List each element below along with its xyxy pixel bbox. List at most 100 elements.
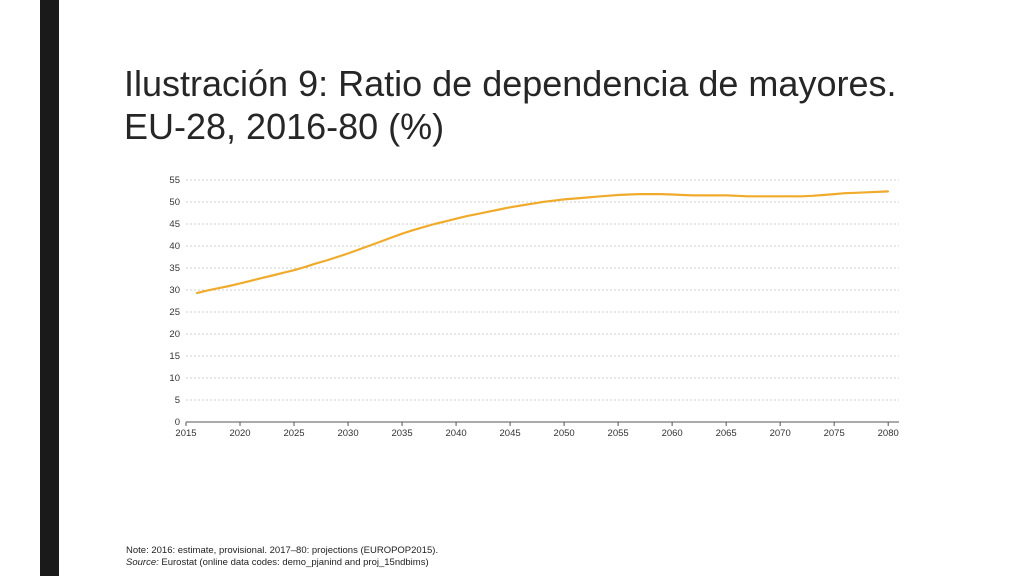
y-tick-label: 55 (169, 175, 180, 186)
data-point (692, 194, 695, 197)
y-tick-label: 30 (169, 285, 180, 296)
data-point (228, 285, 231, 287)
y-tick-label: 20 (169, 329, 180, 340)
data-point (347, 252, 349, 255)
data-point (746, 195, 749, 198)
data-point (455, 217, 457, 220)
x-tick-label: 2035 (391, 428, 412, 439)
data-point (736, 194, 738, 197)
data-point (800, 195, 803, 198)
data-point (757, 195, 760, 198)
y-tick-label: 45 (169, 219, 180, 230)
data-point (638, 193, 641, 195)
data-point (617, 194, 620, 196)
data-point (519, 204, 522, 207)
data-point (293, 269, 295, 272)
data-point (714, 194, 717, 197)
y-tick-label: 5 (175, 395, 180, 406)
data-point (195, 292, 198, 294)
data-point (595, 195, 598, 198)
y-tick-label: 15 (169, 351, 180, 362)
data-point (368, 244, 371, 247)
data-point (876, 190, 879, 193)
data-point (249, 279, 252, 282)
note-text: Note: 2016: estimate, provisional. 2017–… (126, 545, 439, 556)
data-point (379, 240, 382, 243)
x-tick-label: 2015 (175, 428, 196, 439)
slide-title: Ilustración 9: Ratio de dependencia de m… (124, 62, 1004, 148)
data-point (584, 196, 587, 199)
x-axis-ticks: 2015 2020 2025 2030 2035 2040 2045 2050 2055 2060… (175, 421, 899, 439)
y-tick-label: 40 (169, 241, 180, 252)
chart-notes: Note: 2016: estimate, provisional. 2017–… (126, 545, 438, 569)
data-point (552, 199, 555, 202)
data-point (509, 206, 511, 209)
data-point (282, 271, 285, 274)
data-point (606, 194, 609, 197)
x-tick-label: 2055 (608, 428, 629, 439)
grid-lines (186, 179, 899, 401)
data-point (822, 194, 825, 196)
data-point (498, 208, 501, 211)
data-point (390, 236, 393, 239)
x-tick-label: 2045 (500, 428, 521, 439)
data-point (217, 287, 220, 290)
data-point (790, 195, 792, 198)
data-point (541, 201, 544, 203)
x-tick-label: 2025 (283, 428, 304, 439)
x-tick-label: 2070 (770, 428, 791, 439)
data-point (314, 262, 317, 265)
data-point (357, 248, 360, 251)
data-point (854, 191, 857, 194)
data-point (628, 193, 630, 196)
data-point (574, 197, 576, 200)
x-tick-label: 2075 (824, 428, 845, 439)
data-point (671, 193, 674, 196)
source-label: Source: (126, 557, 159, 568)
data-point (260, 277, 263, 280)
data-point (530, 202, 533, 205)
series-layer (195, 190, 890, 295)
data-point (303, 266, 306, 269)
data-point (844, 192, 846, 195)
source-line: Source: Eurostat (online data codes: dem… (126, 557, 438, 569)
data-point (811, 194, 814, 197)
data-point (444, 220, 447, 223)
data-point (865, 191, 868, 194)
x-tick-label: 2040 (446, 428, 467, 439)
data-point (206, 289, 209, 292)
data-point (271, 274, 274, 277)
data-point (563, 198, 566, 201)
data-point (768, 195, 771, 198)
data-point (401, 232, 403, 235)
y-tick-label: 50 (169, 197, 180, 208)
data-point (887, 190, 890, 193)
x-tick-label: 2080 (878, 428, 899, 439)
data-point (660, 193, 663, 195)
data-point (833, 193, 836, 195)
y-tick-label: 35 (169, 263, 180, 274)
data-point (325, 259, 328, 262)
data-point (682, 194, 684, 196)
source-text: Eurostat (online data codes: demo_pjanin… (158, 557, 429, 568)
y-tick-label: 0 (175, 417, 180, 428)
data-point (336, 256, 339, 258)
x-tick-label: 2065 (716, 428, 737, 439)
data-point (411, 229, 414, 232)
data-point (649, 193, 652, 195)
slide-accent-bar (40, 0, 59, 576)
x-tick-label: 2050 (554, 428, 575, 439)
x-tick-label: 2060 (662, 428, 683, 439)
chart-panel: 0 5 10 15 20 25 30 35 40 45 50 55 2015 2020 2025 2030 2… (124, 158, 928, 576)
data-point (487, 210, 490, 213)
data-point (779, 195, 782, 198)
y-axis-ticks: 0 5 10 15 20 25 30 35 40 45 50 55 (169, 175, 180, 428)
y-tick-label: 10 (169, 373, 180, 384)
data-point (422, 226, 425, 228)
slide-title-line1: Ilustración 9: Ratio de dependencia de m… (124, 63, 897, 104)
data-point (703, 194, 706, 197)
x-tick-label: 2030 (337, 428, 358, 439)
data-point (476, 212, 479, 215)
data-point (433, 223, 436, 225)
